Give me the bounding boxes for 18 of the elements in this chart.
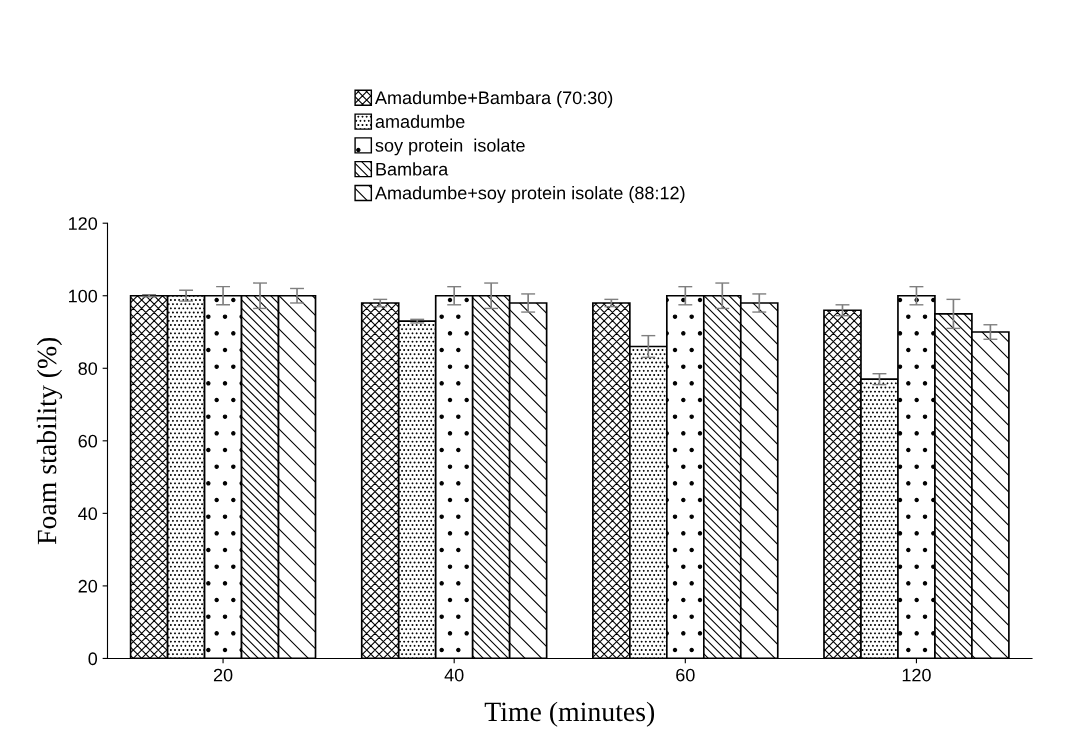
x-tick-label: 40: [444, 668, 464, 682]
legend-label: soy protein isolate: [375, 138, 525, 156]
x-tick-label: 120: [902, 668, 931, 682]
legend-label: Amadumbe+soy protein isolate (88:12): [374, 186, 685, 203]
x-axis-title: Time (minutes): [484, 701, 655, 727]
y-tick-label: 40: [78, 507, 98, 521]
y-tick-label: 20: [78, 579, 98, 593]
x-tick-label: 60: [676, 668, 695, 682]
y-tick-label: 0: [88, 652, 98, 666]
legend-label: Bambara: [376, 162, 449, 176]
y-tick-label: 60: [78, 434, 98, 448]
y-tick-label: 120: [69, 217, 98, 230]
y-axis-title: Foam stability (%): [36, 337, 63, 545]
legend-label: amadumbe: [375, 114, 465, 128]
y-tick-label: 80: [78, 362, 98, 375]
legend-label: Amadumbe+Bambara (70:30): [374, 90, 613, 108]
y-tick-label: 100: [69, 289, 98, 303]
x-tick-label: 20: [213, 668, 233, 682]
